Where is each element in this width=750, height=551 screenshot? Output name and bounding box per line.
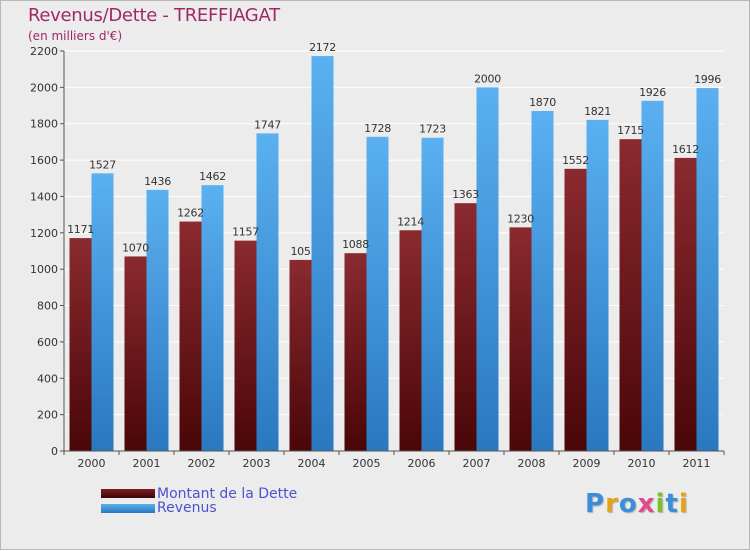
data-label-revenus: 1436 [144, 175, 171, 188]
bar-revenus [311, 56, 334, 451]
y-tick-label: 2000 [30, 81, 58, 94]
bar-revenus [201, 185, 224, 451]
plot-area [64, 51, 724, 451]
bar-revenus [91, 173, 114, 451]
bar-dette [399, 230, 422, 451]
data-label-dette: 1230 [507, 212, 534, 225]
data-label-revenus: 1821 [584, 105, 611, 118]
x-tick-label: 2007 [463, 457, 491, 470]
y-tick-label: 200 [37, 409, 58, 422]
x-tick-label: 2003 [243, 457, 271, 470]
data-label-dette: 1157 [232, 226, 259, 239]
bar-dette [619, 139, 642, 451]
x-tick-label: 2008 [518, 457, 546, 470]
logo-letter: i [655, 489, 666, 519]
y-tick-label: 600 [37, 336, 58, 349]
bar-revenus [421, 137, 444, 451]
data-label-dette: 1612 [672, 143, 699, 156]
x-tick-label: 2006 [408, 457, 436, 470]
bar-dette [454, 203, 477, 451]
logo-letter: i [678, 489, 689, 519]
data-label-revenus: 1527 [89, 158, 116, 171]
data-label-dette: 1070 [122, 241, 149, 254]
chart-subtitle: (en milliers d'€) [28, 29, 123, 43]
x-tick-label: 2005 [353, 457, 381, 470]
legend-swatch-dette [101, 489, 155, 498]
y-tick-label: 1400 [30, 190, 58, 203]
x-tick-label: 2004 [298, 457, 326, 470]
data-label-revenus: 1723 [419, 123, 446, 136]
bar-dette [234, 240, 257, 451]
y-tick-label: 1800 [30, 118, 58, 131]
data-label-dette: 105 [290, 245, 310, 258]
bar-revenus [641, 100, 664, 452]
x-tick-label: 2010 [628, 457, 656, 470]
bar-dette [124, 256, 147, 451]
y-tick-label: 0 [51, 445, 58, 458]
legend-label-revenus: Revenus [157, 500, 217, 516]
bar-revenus [586, 119, 609, 451]
y-tick-label: 1000 [30, 263, 58, 276]
legend-swatch-revenus [101, 504, 155, 513]
x-tick-label: 2000 [78, 457, 106, 470]
bar-revenus [476, 87, 499, 451]
x-tick-label: 2011 [683, 457, 711, 470]
data-label-revenus: 1996 [694, 73, 721, 86]
data-label-dette: 1552 [562, 154, 589, 167]
proxiti-logo: Proxiti [585, 489, 689, 519]
data-label-revenus: 2172 [309, 41, 336, 54]
bar-revenus [531, 111, 554, 451]
bar-dette [179, 221, 202, 451]
logo-letter: r [605, 489, 619, 519]
x-tick-label: 2002 [188, 457, 216, 470]
data-label-dette: 1214 [397, 215, 424, 228]
bar-dette [509, 227, 532, 451]
logo-letter: P [585, 489, 606, 519]
y-tick-label: 2200 [30, 45, 58, 58]
logo-letter: x [637, 489, 656, 519]
data-label-dette: 1363 [452, 188, 479, 201]
bar-revenus [256, 133, 279, 451]
y-tick-label: 1200 [30, 227, 58, 240]
bar-revenus [696, 88, 719, 451]
chart-title: Revenus/Dette - TREFFIAGAT [28, 5, 280, 26]
x-tick-label: 2009 [573, 457, 601, 470]
logo-letter: o [618, 489, 638, 519]
data-label-dette: 1088 [342, 238, 369, 251]
bar-dette [289, 259, 312, 451]
x-tick-label: 2001 [133, 457, 161, 470]
y-tick-label: 800 [37, 300, 58, 313]
data-label-revenus: 1926 [639, 86, 666, 99]
bar-revenus [366, 136, 389, 451]
bar-dette [69, 238, 92, 451]
bar-dette [344, 253, 367, 451]
data-label-dette: 1171 [67, 223, 94, 236]
logo-letter: t [665, 489, 679, 519]
data-label-revenus: 1728 [364, 122, 391, 135]
data-label-revenus: 2000 [474, 72, 501, 85]
y-tick-label: 1600 [30, 154, 58, 167]
data-label-dette: 1715 [617, 124, 644, 137]
y-tick-label: 400 [37, 372, 58, 385]
data-label-revenus: 1870 [529, 96, 556, 109]
data-label-dette: 1262 [177, 207, 204, 220]
bar-dette [564, 168, 587, 451]
data-label-revenus: 1747 [254, 118, 281, 131]
bar-dette [674, 157, 697, 451]
data-label-revenus: 1462 [199, 170, 226, 183]
bar-revenus [146, 189, 169, 451]
legend-label-dette: Montant de la Dette [157, 486, 298, 502]
